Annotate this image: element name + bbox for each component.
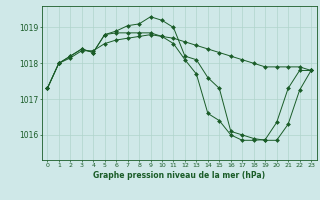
X-axis label: Graphe pression niveau de la mer (hPa): Graphe pression niveau de la mer (hPa) xyxy=(93,171,265,180)
